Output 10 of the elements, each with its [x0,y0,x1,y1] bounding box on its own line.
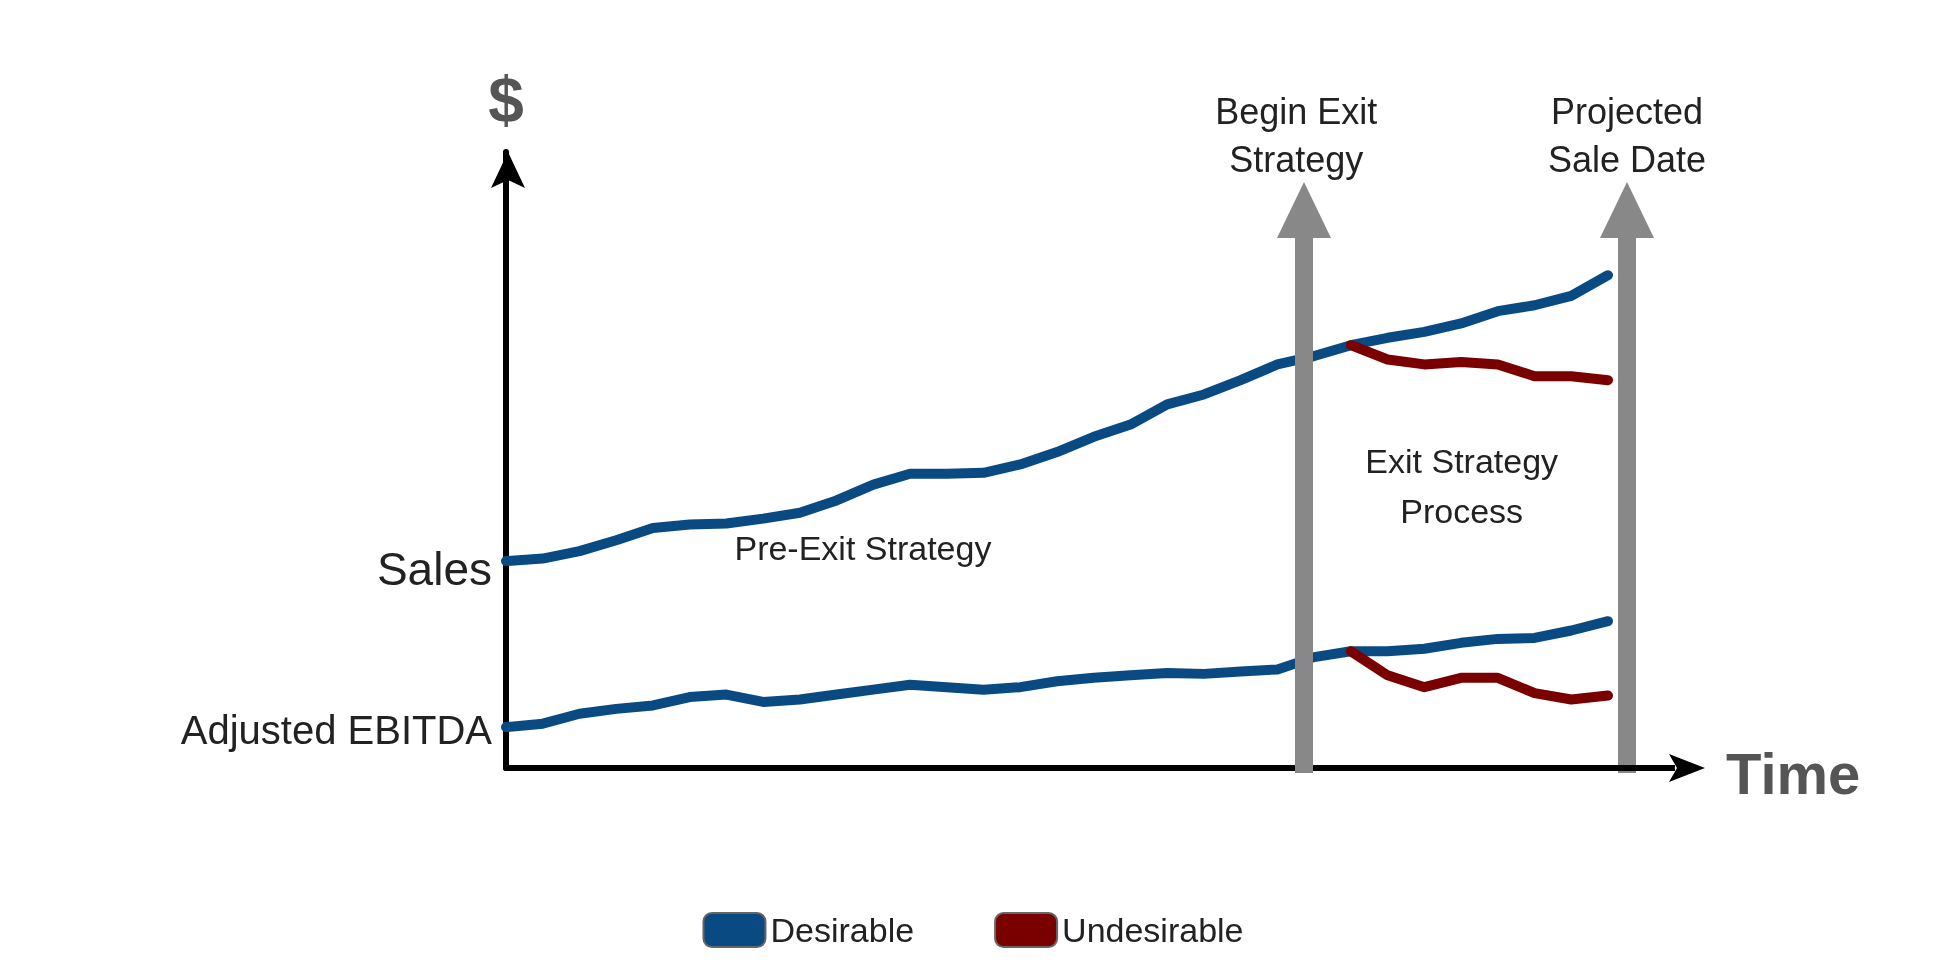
legend-label: Undesirable [1062,911,1244,949]
text: Begin Exit Strategy [1214,90,1379,182]
text: Sales [375,542,492,597]
text: Adjusted EBITDA [179,708,492,754]
text: Projected Sale Date [1546,90,1708,182]
annotation: Pre-Exit Strategy [733,529,993,569]
annotation: Exit Strategy Process [1364,440,1560,532]
y-axis-title: $ [488,64,524,136]
x-axis-title: Time [1726,740,1861,807]
legend-label: Desirable [770,911,915,949]
